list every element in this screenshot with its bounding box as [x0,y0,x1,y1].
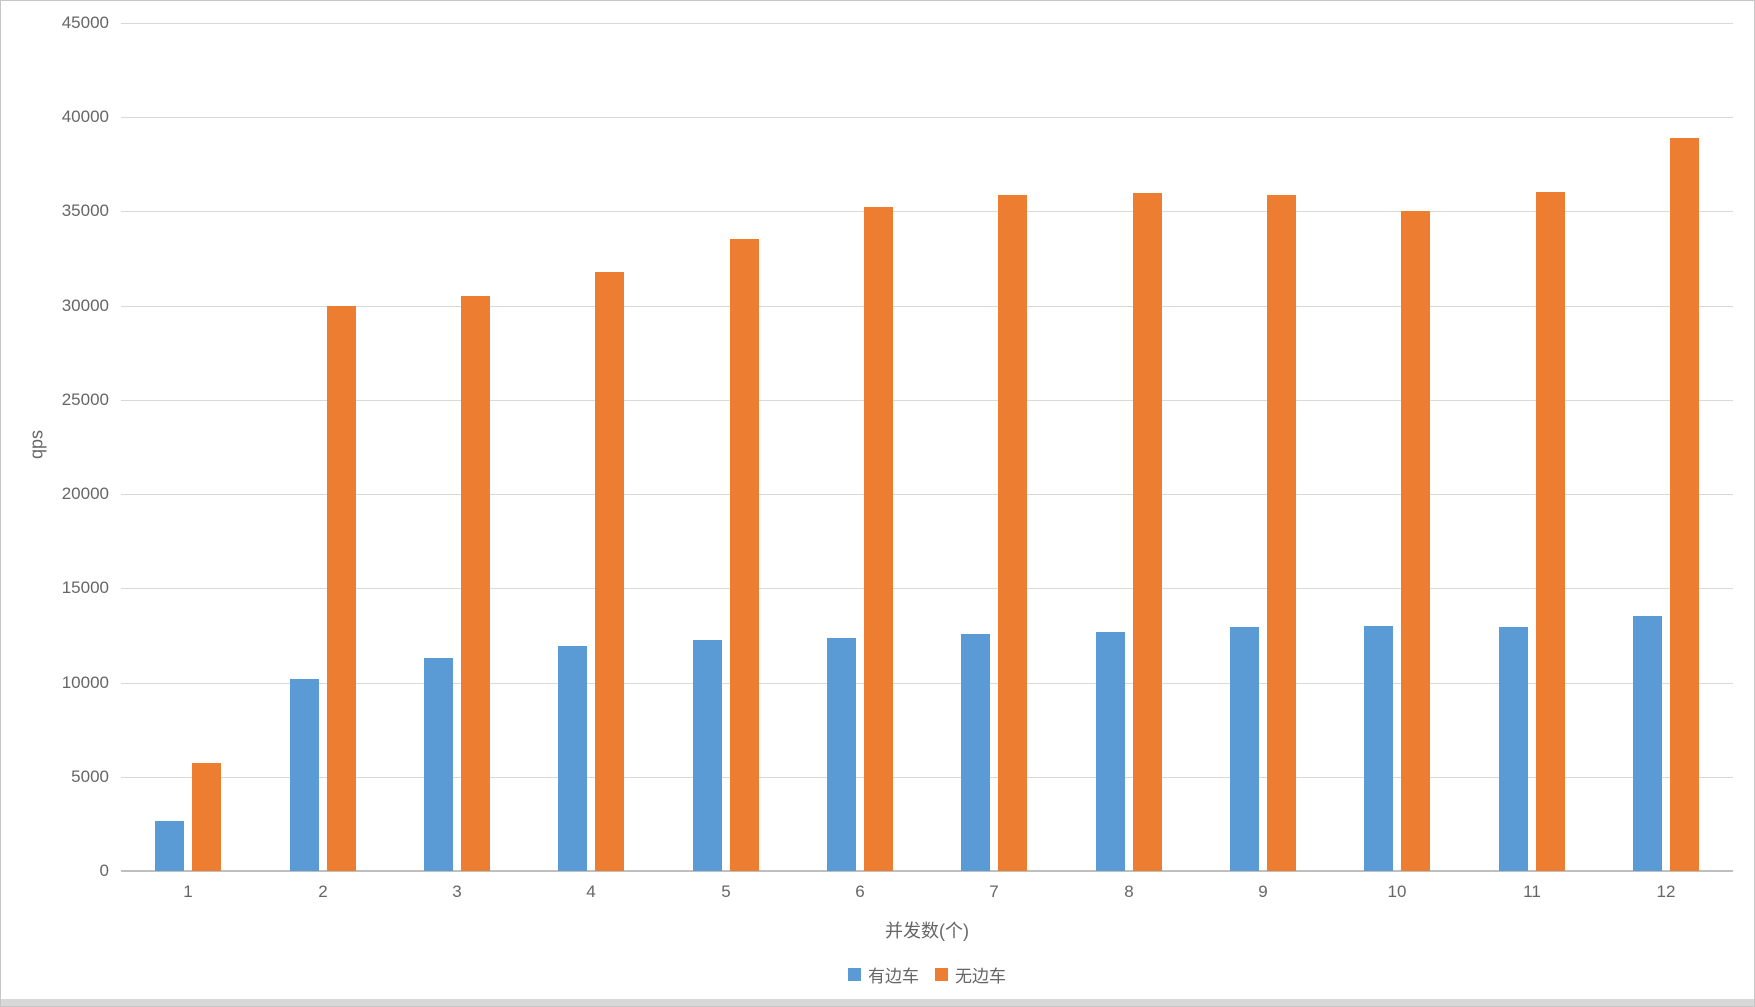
x-axis-line [121,870,1733,872]
bar-无边车-3 [461,296,490,871]
bar-有边车-12 [1633,616,1662,871]
y-tick-label: 35000 [61,201,109,221]
bar-有边车-6 [827,638,856,871]
bar-无边车-4 [595,272,624,871]
x-tick-label: 4 [586,882,596,901]
x-tick-label: 11 [1523,882,1541,901]
x-tick-label: 6 [855,882,865,901]
bar-有边车-3 [424,658,453,871]
gridline [121,211,1733,213]
y-tick-label: 30000 [61,295,109,315]
bar-无边车-9 [1267,195,1296,871]
bar-无边车-7 [998,195,1027,871]
bar-有边车-10 [1364,626,1393,871]
x-tick-label: 7 [989,882,999,901]
gridline [121,399,1733,401]
legend: 有边车 无边车 [121,961,1733,987]
x-tick-label: 10 [1387,882,1407,901]
bar-有边车-11 [1499,627,1528,871]
legend-swatch-icon [935,967,948,981]
legend-item-无边车: 无边车 [935,962,1006,987]
gridline [121,117,1733,119]
gridline [121,776,1733,778]
x-tick-label: 3 [452,882,462,901]
bar-无边车-8 [1133,193,1162,871]
x-tick-label: 2 [318,882,328,901]
bar-有边车-7 [961,634,990,871]
bar-无边车-5 [730,239,759,871]
legend-item-有边车: 有边车 [848,962,919,987]
legend-label: 无边车 [955,966,1006,986]
y-tick-label: 40000 [61,107,109,127]
y-tick-label: 10000 [61,672,109,692]
bar-有边车-9 [1230,627,1259,871]
y-axis-title: qps [26,429,47,460]
gridline [121,305,1733,307]
bar-无边车-10 [1401,211,1430,871]
legend-label: 有边车 [868,966,919,986]
gridline [121,682,1733,684]
bar-有边车-2 [290,679,319,871]
bar-无边车-6 [864,207,893,871]
bar-有边车-1 [155,821,184,871]
gridline [121,23,1733,24]
y-tick-label: 45000 [61,13,109,32]
y-tick-label: 20000 [61,484,109,504]
plot-area [121,23,1733,872]
bar-有边车-4 [558,646,587,871]
gridline [121,588,1733,590]
bar-无边车-11 [1536,192,1565,871]
x-tick-label: 8 [1124,882,1134,901]
x-tick-label: 12 [1656,882,1676,901]
bar-无边车-12 [1670,138,1699,871]
y-tick-label: 15000 [61,578,109,598]
y-tick-label: 5000 [71,766,109,786]
gridline [121,494,1733,496]
x-tick-label: 1 [183,882,193,901]
bar-无边车-2 [327,306,356,871]
y-tick-label: 0 [99,861,109,880]
x-axis-title: 并发数(个) [885,921,969,941]
legend-swatch-icon [848,967,861,981]
bar-有边车-8 [1096,632,1125,871]
window-bottom-edge [1,999,1754,1006]
y-tick-label: 25000 [61,389,109,409]
bar-无边车-1 [192,763,221,871]
bar-有边车-5 [693,640,722,871]
x-tick-label: 5 [721,882,731,901]
x-tick-label: 9 [1258,882,1268,901]
